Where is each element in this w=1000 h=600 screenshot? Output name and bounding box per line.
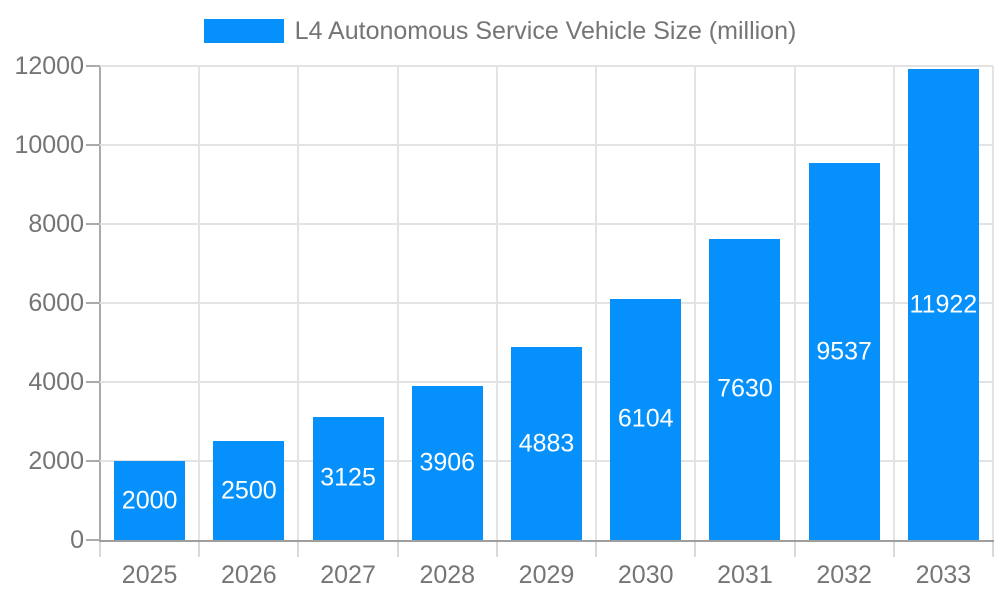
y-axis-tick-label: 0 <box>70 526 84 554</box>
x-axis-tick <box>396 542 399 557</box>
y-axis-tick <box>86 460 100 462</box>
x-axis-tick-label: 2025 <box>121 561 178 589</box>
x-axis-tick-label: 2031 <box>717 561 773 589</box>
x-axis-tick <box>793 542 796 557</box>
y-axis-tick-label: 8000 <box>28 210 84 238</box>
v-gridline <box>198 66 201 540</box>
x-axis-line <box>99 540 994 542</box>
bar: 7630 <box>709 238 781 540</box>
y-axis-tick-label: 12000 <box>14 52 84 80</box>
bar: 4883 <box>511 347 582 540</box>
x-axis-tick <box>595 542 598 557</box>
bar-value-label: 3906 <box>419 448 476 477</box>
bar: 9537 <box>808 163 880 540</box>
v-gridline <box>892 66 895 540</box>
v-gridline <box>694 66 697 540</box>
bar-value-label: 2500 <box>221 476 277 505</box>
h-gridline <box>100 65 993 67</box>
v-gridline <box>297 66 300 540</box>
v-gridline <box>396 66 399 540</box>
y-axis-tick-label: 10000 <box>14 131 84 159</box>
v-gridline <box>992 66 994 540</box>
h-gridline <box>100 144 993 146</box>
v-gridline <box>495 66 498 540</box>
legend-label: L4 Autonomous Service Vehicle Size (mill… <box>294 16 797 45</box>
y-axis-tick <box>86 144 100 146</box>
bar: 2500 <box>213 441 285 540</box>
bar: 3906 <box>411 385 483 540</box>
x-axis-tick-label: 2026 <box>221 561 277 589</box>
y-axis-tick <box>86 223 100 225</box>
x-axis-tick <box>892 542 895 557</box>
x-axis-tick <box>297 542 300 557</box>
v-gridline <box>595 66 598 540</box>
y-axis-tick <box>86 381 100 383</box>
h-gridline <box>100 302 993 304</box>
x-axis-tick-label: 2033 <box>915 561 972 589</box>
x-axis-tick-label: 2027 <box>320 561 376 589</box>
v-gridline <box>793 66 796 540</box>
x-axis-tick <box>992 542 994 557</box>
x-axis-tick <box>99 542 101 557</box>
x-axis-tick-label: 2029 <box>518 561 575 589</box>
bar-value-label: 6104 <box>617 404 674 433</box>
y-axis-tick-label: 6000 <box>28 289 84 317</box>
bar-value-label: 9537 <box>816 337 872 366</box>
bar: 11922 <box>907 69 979 540</box>
x-axis-tick-label: 2028 <box>419 561 476 589</box>
bar-value-label: 7630 <box>717 374 773 403</box>
x-axis-tick-label: 2032 <box>816 561 872 589</box>
x-axis-tick <box>495 542 498 557</box>
bar: 6104 <box>610 298 682 540</box>
y-axis-tick <box>86 302 100 304</box>
x-axis-tick-label: 2030 <box>617 561 674 589</box>
y-axis-tick <box>86 539 100 541</box>
y-axis-tick <box>86 65 100 67</box>
bar-value-label: 4883 <box>518 429 575 458</box>
bar-value-label: 2000 <box>121 486 178 514</box>
y-axis-tick-label: 4000 <box>28 368 84 396</box>
bar: 3125 <box>312 416 384 540</box>
legend-swatch-icon <box>203 19 284 43</box>
bar-value-label: 3125 <box>320 463 376 492</box>
x-axis-tick <box>694 542 697 557</box>
h-gridline <box>100 223 993 225</box>
legend[interactable]: L4 Autonomous Service Vehicle Size (mill… <box>0 17 1000 45</box>
y-axis-line <box>99 66 101 542</box>
y-axis-tick-label: 2000 <box>28 447 84 475</box>
bar-value-label: 11922 <box>909 290 978 319</box>
plot-area: 2000 2500 3125 3906 4883 6104 7630 9537 11922 <box>100 65 994 540</box>
x-axis-tick <box>198 542 201 557</box>
bar: 2000 <box>114 461 186 540</box>
